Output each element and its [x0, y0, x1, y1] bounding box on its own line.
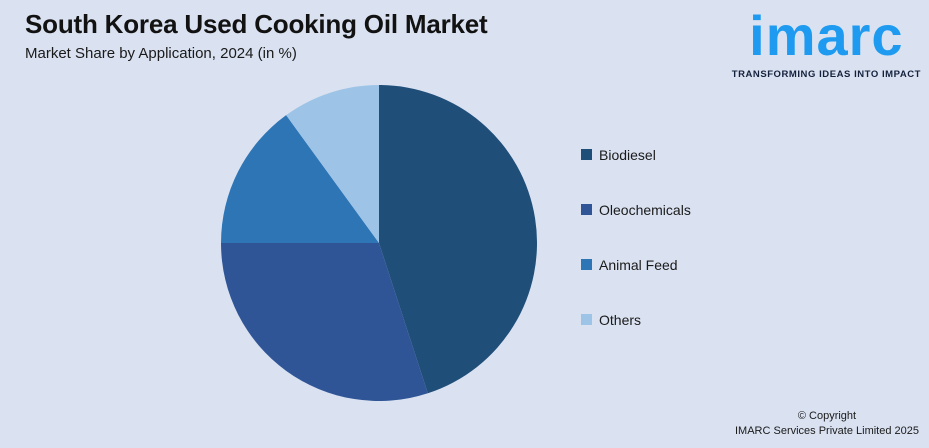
legend-swatch-others: [581, 314, 592, 325]
copyright-line2: IMARC Services Private Limited 2025: [734, 425, 919, 438]
chart-legend: Biodiesel Oleochemicals Animal Feed Othe…: [581, 146, 691, 366]
legend-swatch-animal-feed: [581, 259, 592, 270]
pie-slice-animal-feed: [221, 115, 379, 243]
page-title: South Korea Used Cooking Oil Market: [25, 9, 488, 39]
imarc-logo-wordmark: imarc: [749, 4, 904, 67]
legend-swatch-oleochemicals: [581, 204, 592, 215]
legend-label-others: Others: [599, 311, 642, 328]
legend-swatch-biodiesel: [581, 149, 592, 160]
legend-label-biodiesel: Biodiesel: [599, 146, 656, 163]
chart-header: South Korea Used Cooking Oil Market Mark…: [25, 9, 488, 62]
legend-item-others: Others: [581, 311, 691, 328]
pie-slice-oleochemicals: [221, 243, 428, 401]
pie-chart: [221, 85, 537, 401]
imarc-logo-tagline: TRANSFORMING IDEAS INTO IMPACT: [731, 69, 921, 81]
copyright: © Copyright IMARC Services Private Limit…: [735, 409, 919, 439]
imarc-logo: imarc TRANSFORMING IDEAS INTO IMPACT: [732, 2, 921, 80]
pie-slice-others: [286, 85, 379, 243]
legend-item-animal-feed: Animal Feed: [581, 256, 691, 273]
copyright-line1: © Copyright: [797, 410, 857, 423]
legend-item-biodiesel: Biodiesel: [581, 146, 691, 163]
legend-label-oleochemicals: Oleochemicals: [599, 201, 691, 218]
legend-label-animal-feed: Animal Feed: [599, 256, 678, 273]
page-subtitle: Market Share by Application, 2024 (in %): [25, 44, 297, 62]
legend-item-oleochemicals: Oleochemicals: [581, 201, 691, 218]
pie-slice-biodiesel: [379, 85, 537, 394]
